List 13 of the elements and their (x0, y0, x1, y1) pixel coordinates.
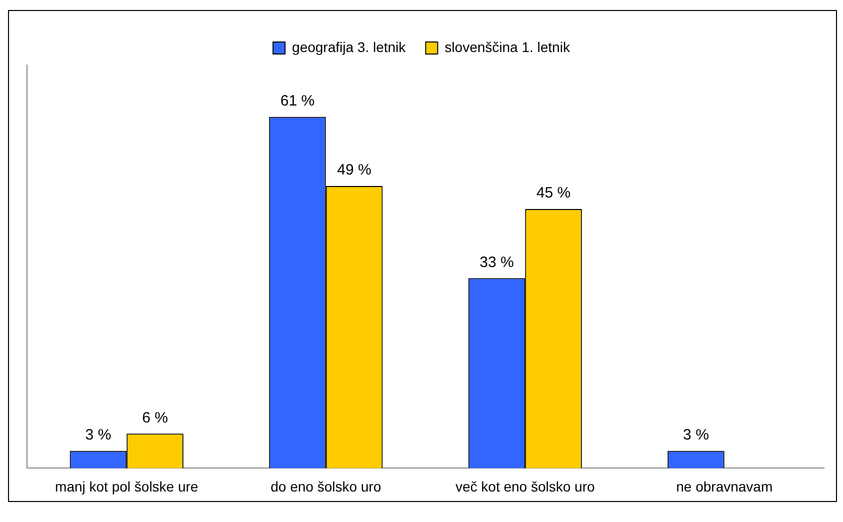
legend-label: slovenščina 1. letnik (444, 38, 571, 55)
data-label: 33 % (480, 254, 514, 271)
x-tick-label: več kot eno šolsko uro (455, 478, 595, 494)
x-tick-label: ne obravnavam (676, 478, 773, 494)
x-tick-label: manj kot pol šolske ure (55, 478, 198, 494)
data-label: 3 % (85, 426, 112, 444)
data-label: 45 % (536, 184, 571, 202)
data-label: 49 % (337, 162, 372, 179)
data-label: 61 % (280, 92, 315, 110)
data-label: 3 % (683, 426, 709, 444)
x-tick-label: do eno šolsko uro (270, 478, 382, 494)
data-label: 6 % (142, 409, 168, 426)
legend-label: geografija 3. letnik (292, 38, 407, 55)
